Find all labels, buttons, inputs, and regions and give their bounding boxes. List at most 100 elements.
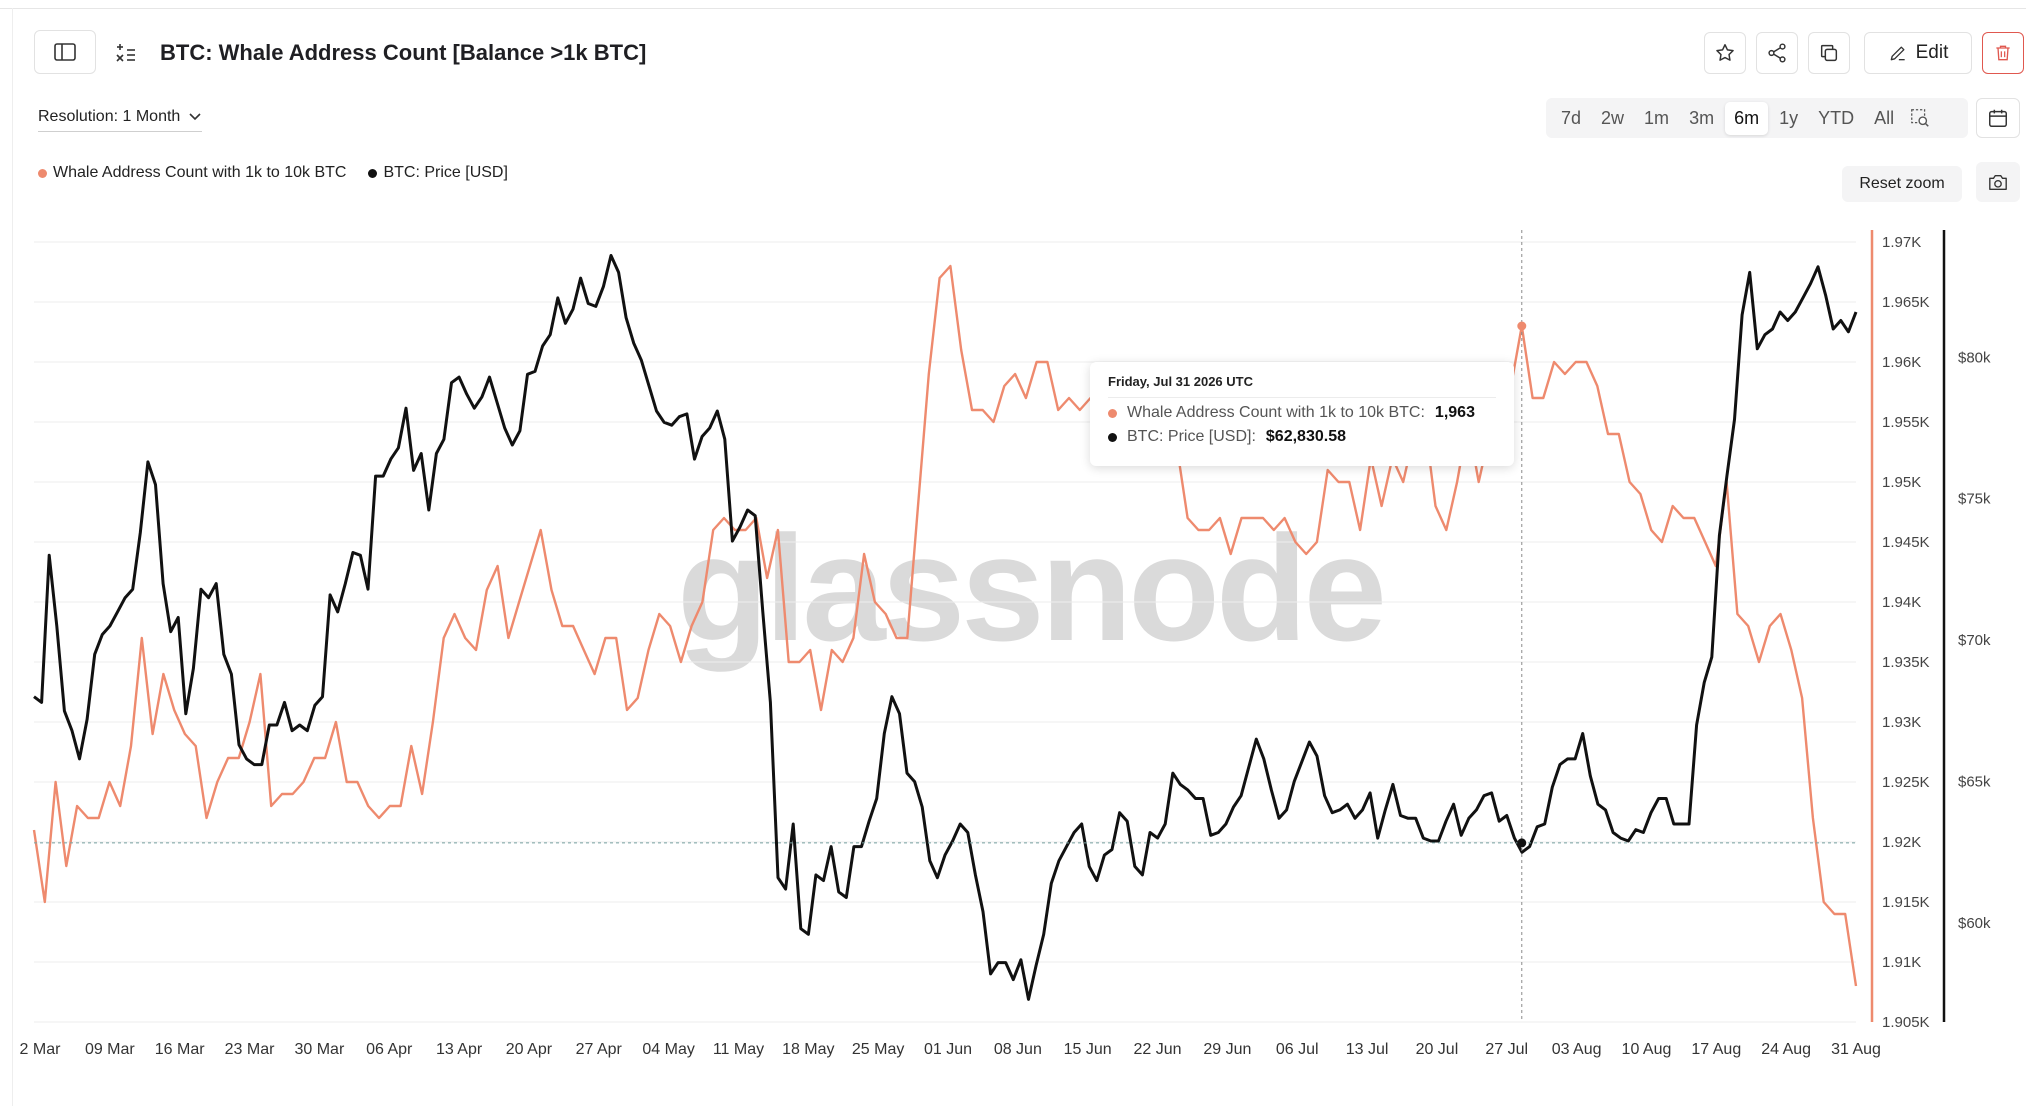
right-tick-label: $65k — [1958, 774, 1991, 791]
x-tick-label: 31 Aug — [1831, 1041, 1881, 1058]
chart-canvas[interactable]: glassnode 2 Mar 09 Mar 16 Mar 23 Mar 30 Mar 0… — [0, 210, 2026, 1106]
series-line-price — [33, 254, 1858, 1001]
share-button[interactable] — [1756, 32, 1798, 74]
left-tick-label: 1.93K — [1882, 714, 1921, 731]
chart-legend: Whale Address Count with 1k to 10k BTC B… — [38, 164, 508, 182]
left-tick-label: 1.96K — [1882, 354, 1921, 371]
x-tick-label: 2 Mar — [20, 1041, 62, 1058]
range-1m[interactable]: 1m — [1644, 107, 1670, 128]
x-tick-label: 08 Jun — [994, 1041, 1042, 1058]
formula-button[interactable] — [114, 42, 138, 64]
star-icon — [1716, 44, 1734, 61]
delete-button[interactable] — [1982, 32, 2024, 74]
x-tick-label: 13 Jul — [1346, 1041, 1389, 1058]
chart-header: BTC: Whale Address Count [Balance >1k BT… — [34, 30, 2024, 80]
x-tick-label: 24 Aug — [1761, 1041, 1811, 1058]
range-2w[interactable]: 2w — [1601, 107, 1625, 128]
legend-dot-price — [368, 168, 378, 178]
range-6m[interactable]: 6m — [1725, 101, 1769, 135]
x-tick-label: 25 May — [852, 1041, 904, 1058]
x-tick-label: 01 Jun — [924, 1041, 972, 1058]
edit-button[interactable]: Edit — [1864, 32, 1972, 74]
left-tick-label: 1.925K — [1882, 774, 1930, 791]
tooltip-price-label: BTC: Price [USD]: — [1127, 428, 1256, 445]
x-tick-label: 18 May — [782, 1041, 834, 1058]
tooltip-whale-label: Whale Address Count with 1k to 10k BTC: — [1127, 404, 1425, 421]
pencil-icon — [1890, 46, 1905, 61]
left-tick-label: 1.935K — [1882, 654, 1930, 671]
right-axis: $80k $75k $70k $65k $60k — [1942, 230, 1991, 1022]
x-tick-label: 27 Apr — [576, 1041, 623, 1058]
left-tick-label: 1.905K — [1882, 1014, 1930, 1031]
range-all[interactable]: All — [1874, 107, 1895, 128]
x-tick-label: 10 Aug — [1622, 1041, 1672, 1058]
left-tick-label: 1.94K — [1882, 594, 1921, 611]
chart-title: BTC: Whale Address Count [Balance >1k BT… — [160, 40, 647, 65]
edit-label: Edit — [1915, 42, 1949, 63]
legend-item-price[interactable]: BTC: Price [USD] — [368, 164, 508, 182]
left-axis: 1.97K 1.965K 1.96K 1.955K 1.95K 1.945K 1.94K 1.… — [1870, 230, 1930, 1031]
left-tick-label: 1.95K — [1882, 474, 1921, 491]
calendar-button[interactable] — [1976, 98, 2020, 138]
tooltip-dot-whale — [1108, 408, 1117, 418]
x-tick-label: 23 Mar — [225, 1041, 275, 1058]
range-7d[interactable]: 7d — [1561, 107, 1582, 128]
share-icon — [1768, 43, 1786, 63]
range-ytd[interactable]: YTD — [1818, 107, 1855, 128]
left-tick-label: 1.97K — [1882, 234, 1921, 251]
x-tick-label: 17 Aug — [1691, 1041, 1741, 1058]
tooltip-date: Friday, Jul 31 2026 UTC — [1108, 374, 1253, 389]
left-tick-label: 1.915K — [1882, 894, 1930, 911]
zoom-select-button[interactable] — [1909, 107, 1931, 129]
top-border — [0, 8, 2026, 9]
sidebar-icon — [54, 43, 76, 61]
range-1y[interactable]: 1y — [1779, 107, 1799, 128]
x-tick-label: 29 Jun — [1203, 1041, 1251, 1058]
left-tick-label: 1.91K — [1882, 954, 1921, 971]
x-tick-label: 22 Jun — [1134, 1041, 1182, 1058]
x-tick-label: 06 Jul — [1276, 1041, 1319, 1058]
left-border — [12, 8, 13, 1106]
x-tick-label: 20 Apr — [506, 1041, 553, 1058]
tooltip: Friday, Jul 31 2026 UTC Whale Address Co… — [1090, 362, 1514, 466]
favorite-button[interactable] — [1704, 32, 1746, 74]
reset-zoom-button[interactable]: Reset zoom — [1842, 166, 1962, 202]
x-tick-label: 15 Jun — [1064, 1041, 1112, 1058]
left-tick-label: 1.92K — [1882, 834, 1921, 851]
copy-icon — [1820, 44, 1838, 62]
tooltip-price-value: $62,830.58 — [1265, 428, 1346, 445]
camera-icon — [1989, 174, 2007, 190]
time-range-selector: 7d 2w 1m 3m 6m 1y YTD All — [1546, 98, 1968, 138]
cursor-point-price — [1517, 838, 1527, 848]
series-group — [32, 254, 1858, 1001]
tooltip-row-price: BTC: Price [USD]: $62,830.58 — [1108, 428, 1496, 446]
toggle-sidebar-button[interactable] — [34, 30, 96, 74]
legend-label-whale: Whale Address Count with 1k to 10k BTC — [53, 164, 347, 181]
screenshot-button[interactable] — [1976, 162, 2020, 202]
legend-label-price: BTC: Price [USD] — [383, 164, 508, 181]
cursor-point-whale — [1517, 321, 1527, 331]
calendar-icon — [1989, 109, 2007, 127]
right-tick-label: $70k — [1958, 632, 1991, 649]
watermark: glassnode — [677, 504, 1383, 672]
series-line-whale — [32, 264, 1858, 987]
legend-dot-whale — [38, 168, 47, 178]
range-3m[interactable]: 3m — [1689, 107, 1715, 128]
x-tick-label: 13 Apr — [436, 1041, 483, 1058]
x-tick-label: 03 Aug — [1552, 1041, 1602, 1058]
resolution-select[interactable]: Resolution: 1 Month — [38, 108, 203, 132]
x-tick-label: 04 May — [642, 1041, 694, 1058]
left-tick-label: 1.955K — [1882, 414, 1930, 431]
left-tick-label: 1.945K — [1882, 534, 1930, 551]
duplicate-button[interactable] — [1808, 32, 1850, 74]
tooltip-dot-price — [1108, 432, 1117, 442]
x-tick-label: 11 May — [713, 1041, 764, 1058]
tooltip-whale-value: 1,963 — [1434, 404, 1475, 421]
zoom-select-icon — [1911, 109, 1929, 127]
legend-item-whale[interactable]: Whale Address Count with 1k to 10k BTC — [38, 164, 346, 182]
x-tick-label: 30 Mar — [294, 1041, 344, 1058]
tooltip-row-whale: Whale Address Count with 1k to 10k BTC: … — [1108, 404, 1496, 422]
tooltip-divider — [1108, 397, 1496, 398]
cursor-group — [34, 230, 1856, 1022]
chevron-down-icon — [189, 113, 201, 121]
